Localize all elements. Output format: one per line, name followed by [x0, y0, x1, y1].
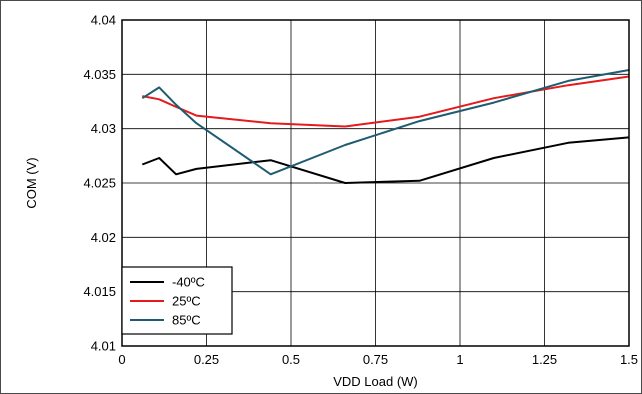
legend-label: 85ºC	[172, 313, 201, 328]
y-tick-label: 4.025	[83, 176, 116, 191]
series-lines	[141, 69, 630, 184]
x-tick-label: 1	[456, 352, 463, 367]
series-line-3	[141, 69, 630, 176]
y-tick-label: 4.03	[91, 121, 116, 136]
x-axis-label: VDD Load (W)	[333, 374, 418, 389]
x-tick-label: 0	[118, 352, 125, 367]
x-tick-label: 0.25	[194, 352, 219, 367]
legend: -40ºC 25ºC 85ºC	[121, 266, 233, 335]
plot-border	[121, 19, 630, 347]
series-line-1	[141, 136, 630, 184]
x-tick-label: 0.75	[363, 352, 388, 367]
x-tick-label: 1.25	[532, 352, 557, 367]
y-tick-label: 4.015	[83, 284, 116, 299]
y-axis-ticks: 4.01 4.015 4.02 4.025 4.03 4.035 4.04	[83, 13, 116, 354]
y-tick-label: 4.01	[91, 339, 116, 354]
y-tick-label: 4.02	[91, 230, 116, 245]
y-tick-label: 4.04	[91, 13, 116, 28]
legend-label: -40ºC	[172, 275, 205, 290]
x-tick-label: 0.5	[282, 352, 300, 367]
y-tick-label: 4.035	[83, 67, 116, 82]
legend-label: 25ºC	[172, 294, 201, 309]
x-tick-label: 1.5	[620, 352, 638, 367]
x-axis-ticks: 0 0.25 0.5 0.75 1 1.25 1.5	[118, 352, 638, 367]
y-axis-label: COM (V)	[24, 157, 39, 208]
